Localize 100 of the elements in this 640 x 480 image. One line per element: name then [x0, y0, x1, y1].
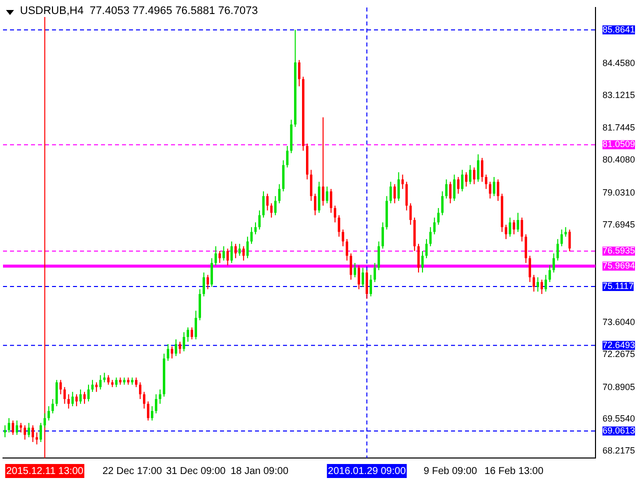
- candlestick: [397, 172, 400, 202]
- candlestick: [99, 374, 102, 390]
- candlestick: [226, 248, 229, 266]
- ref-line-label: 85.8641: [602, 24, 636, 34]
- candlestick: [242, 246, 245, 262]
- candlestick: [238, 243, 241, 256]
- candlestick: [362, 267, 364, 288]
- candlestick: [326, 186, 328, 204]
- candlestick: [441, 190, 444, 216]
- candlestick: [350, 252, 352, 280]
- candlestick: [234, 243, 237, 259]
- candlestick: [544, 274, 547, 292]
- candlestick: [449, 181, 452, 204]
- candlestick: [24, 424, 26, 440]
- candlestick: [433, 217, 436, 235]
- candlestick: [16, 420, 18, 436]
- candlestick: [146, 400, 150, 422]
- candlestick: [469, 164, 472, 185]
- ref-line-label: 75.1117: [602, 281, 634, 292]
- candlestick: [473, 166, 476, 185]
- y-tick-label: 68.2175: [602, 446, 636, 456]
- candlestick: [457, 176, 460, 194]
- candlestick: [540, 279, 543, 294]
- x-tick-label: 18 Jan 09:00: [230, 466, 289, 477]
- candlestick: [44, 412, 46, 428]
- y-tick-label: 80.4080: [602, 154, 636, 165]
- candlestick: [409, 202, 412, 226]
- candlestick: [488, 181, 492, 199]
- candlestick: [465, 172, 468, 188]
- candlestick: [270, 202, 273, 218]
- candlestick: [198, 288, 202, 321]
- candlestick: [552, 252, 555, 273]
- candlestick: [48, 406, 50, 422]
- candlestick: [266, 193, 269, 211]
- candlestick: [556, 238, 559, 262]
- candlestick: [12, 420, 14, 436]
- candlestick: [548, 264, 551, 283]
- y-tick-label: 77.6945: [602, 219, 636, 230]
- candlestick: [107, 374, 110, 386]
- candlestick: [158, 388, 162, 404]
- candlestick: [186, 326, 190, 342]
- candlestick: [389, 181, 392, 204]
- candlestick: [142, 391, 146, 410]
- ref-line-label: 76.5935: [602, 246, 636, 256]
- candlestick: [560, 229, 563, 247]
- candlestick: [322, 116, 324, 206]
- y-tick-label: 73.6040: [602, 317, 636, 328]
- candlestick: [28, 422, 30, 438]
- candlestick: [278, 184, 281, 204]
- candlestick: [445, 178, 448, 199]
- candlestick: [36, 432, 38, 445]
- candlestick: [354, 262, 356, 278]
- candlestick: [524, 234, 528, 264]
- candlestick: [358, 264, 360, 290]
- candlestick: [382, 222, 384, 250]
- ref-line-label: 75.9694: [602, 260, 636, 271]
- candlestick: [484, 174, 488, 190]
- candlestick: [453, 174, 456, 202]
- candlestick: [480, 157, 484, 182]
- y-tick-label: 84.4580: [602, 58, 636, 68]
- candlestick: [218, 250, 221, 264]
- candlestick: [374, 262, 376, 283]
- candlestick: [461, 169, 464, 192]
- candlestick: [536, 276, 540, 292]
- candlestick: [154, 394, 158, 414]
- candlestick: [230, 240, 233, 264]
- x-tick-label: 22 Dec 17:00: [102, 466, 162, 477]
- ref-line-label: 81.0509: [602, 139, 636, 150]
- candlestick: [370, 274, 372, 297]
- candlestick: [206, 274, 209, 290]
- candlestick: [282, 160, 285, 192]
- chart-title: USDRUB,H4 77.4053 77.4965 76.5881 76.7073: [18, 5, 260, 17]
- y-tick-label: 72.2675: [602, 348, 636, 359]
- candlestick: [378, 240, 380, 271]
- y-tick-label: 79.0310: [602, 187, 636, 198]
- candlestick: [103, 372, 106, 383]
- candlestick: [437, 208, 440, 226]
- candlestick: [59, 379, 62, 395]
- candlestick: [310, 169, 312, 202]
- candlestick: [492, 176, 496, 197]
- candlestick: [150, 406, 154, 422]
- candlestick: [564, 226, 567, 238]
- candlestick: [366, 270, 368, 300]
- candlestick: [405, 181, 408, 211]
- candlestick: [138, 382, 142, 400]
- candlestick: [71, 391, 74, 407]
- candlestick: [214, 246, 217, 266]
- candlestick: [135, 377, 138, 388]
- candlestick: [115, 377, 118, 388]
- y-tick-label: 83.1215: [602, 90, 636, 100]
- candlestick: [286, 145, 288, 168]
- candlestick: [67, 394, 70, 410]
- ref-line-label: 69.0613: [602, 425, 636, 436]
- ref-line-label: 72.6493: [602, 340, 636, 350]
- candlestick: [532, 274, 536, 292]
- candlestick: [55, 379, 58, 407]
- x-tick-label: 9 Feb 09:00: [424, 466, 478, 477]
- candlestick: [52, 398, 54, 414]
- candlestick: [393, 184, 396, 204]
- x-tick-label: 2016.01.29 09:00: [328, 466, 406, 477]
